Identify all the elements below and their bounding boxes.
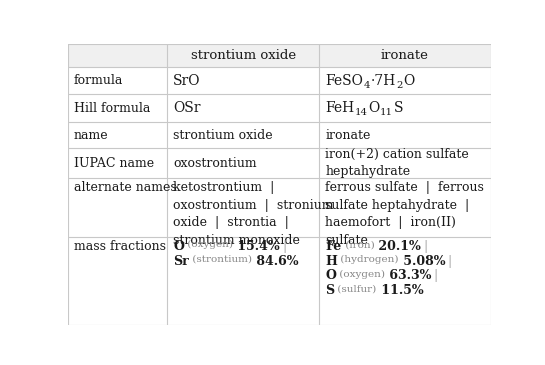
- Text: ironate: ironate: [325, 128, 371, 142]
- Text: 84.6%: 84.6%: [252, 255, 299, 268]
- Text: Fe: Fe: [325, 240, 342, 253]
- Text: FeSO: FeSO: [325, 74, 363, 88]
- Text: ferrous sulfate  |  ferrous
sulfate heptahydrate  |
haemofort  |  iron(II)
sulfa: ferrous sulfate | ferrous sulfate heptah…: [325, 181, 484, 247]
- Text: Sr: Sr: [173, 255, 189, 268]
- Text: alternate names: alternate names: [74, 181, 177, 194]
- Text: 11.5%: 11.5%: [377, 284, 423, 297]
- Text: |: |: [447, 255, 452, 268]
- Text: name: name: [74, 128, 108, 142]
- Text: |: |: [434, 269, 438, 283]
- Text: 4: 4: [364, 81, 370, 90]
- Text: strontium oxide: strontium oxide: [173, 128, 273, 142]
- Text: ketostrontium  |
oxostrontium  |  stronium
oxide  |  strontia  |
strontium monox: ketostrontium | oxostrontium | stronium …: [173, 181, 334, 247]
- Text: SrO: SrO: [173, 74, 201, 88]
- Text: 5.08%: 5.08%: [399, 255, 445, 268]
- Text: iron(+2) cation sulfate
heptahydrate: iron(+2) cation sulfate heptahydrate: [325, 148, 469, 178]
- Bar: [68, 44, 167, 67]
- Text: |: |: [423, 240, 427, 253]
- Text: H: H: [325, 255, 337, 268]
- Bar: [167, 44, 319, 67]
- Text: 63.3%: 63.3%: [385, 269, 432, 283]
- Text: S: S: [325, 284, 335, 297]
- Text: (oxygen): (oxygen): [184, 240, 233, 249]
- Text: (sulfur): (sulfur): [335, 284, 377, 293]
- Text: mass fractions: mass fractions: [74, 240, 166, 253]
- Text: Hill formula: Hill formula: [74, 102, 150, 115]
- Text: |: |: [282, 240, 286, 253]
- Text: 11: 11: [380, 108, 393, 118]
- Text: (strontium): (strontium): [189, 255, 252, 264]
- Text: (iron): (iron): [342, 240, 374, 249]
- Text: (hydrogen): (hydrogen): [337, 255, 399, 264]
- Text: O: O: [368, 101, 379, 115]
- Text: strontium oxide: strontium oxide: [191, 49, 296, 62]
- Text: (oxygen): (oxygen): [336, 269, 385, 278]
- Text: 20.1%: 20.1%: [374, 240, 421, 253]
- Text: O: O: [325, 269, 336, 283]
- Text: IUPAC name: IUPAC name: [74, 157, 154, 170]
- Text: 14: 14: [355, 108, 368, 118]
- Text: S: S: [393, 101, 403, 115]
- Text: ·7H: ·7H: [371, 74, 396, 88]
- Text: ironate: ironate: [381, 49, 429, 62]
- Text: oxostrontium: oxostrontium: [173, 157, 257, 170]
- Bar: [319, 44, 490, 67]
- Text: O: O: [403, 74, 414, 88]
- Text: FeH: FeH: [325, 101, 354, 115]
- Text: OSr: OSr: [173, 101, 201, 115]
- Text: formula: formula: [74, 74, 123, 87]
- Text: 2: 2: [396, 81, 403, 90]
- Text: 15.4%: 15.4%: [233, 240, 280, 253]
- Text: O: O: [173, 240, 184, 253]
